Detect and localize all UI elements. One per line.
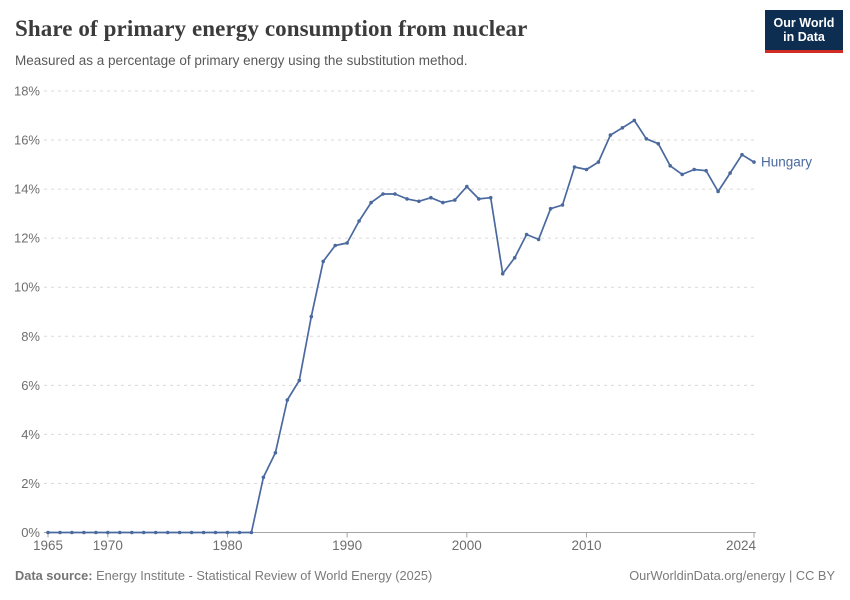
data-point-2010 xyxy=(584,167,589,172)
page-title: Share of primary energy consumption from… xyxy=(15,16,528,41)
data-point-1969 xyxy=(94,530,98,535)
data-point-1973 xyxy=(141,530,146,535)
data-point-1967 xyxy=(70,530,74,535)
data-point-2022 xyxy=(728,171,732,175)
data-point-1983 xyxy=(261,475,266,480)
data-point-1998 xyxy=(441,200,445,205)
data-point-1970 xyxy=(106,530,110,535)
data-point-1989 xyxy=(333,243,338,248)
data-point-2009 xyxy=(572,165,577,169)
data-point-1986 xyxy=(297,378,302,383)
data-point-2003 xyxy=(500,271,505,276)
y-axis-label-0: 0% xyxy=(21,525,40,540)
owid-credit-link[interactable]: OurWorldinData.org/energy | CC BY xyxy=(629,568,835,583)
data-point-1980 xyxy=(225,530,230,535)
y-axis-label-10: 10% xyxy=(14,280,40,295)
data-point-1992 xyxy=(369,200,373,205)
data-point-2008 xyxy=(560,203,565,207)
owid-logo-line1: Our World xyxy=(773,15,835,30)
x-axis-label-1980: 1980 xyxy=(212,538,242,553)
x-axis-label-1990: 1990 xyxy=(332,538,362,553)
data-point-1993 xyxy=(381,192,385,196)
data-point-1984 xyxy=(273,451,278,455)
x-axis-label-2000: 2000 xyxy=(452,538,482,553)
data-point-2020 xyxy=(704,168,708,173)
data-source-text: Energy Institute - Statistical Review of… xyxy=(92,568,433,583)
data-point-1982 xyxy=(249,530,254,535)
data-point-2014 xyxy=(632,118,637,123)
data-point-1994 xyxy=(393,192,397,196)
y-axis-label-4: 4% xyxy=(21,427,40,442)
chart-footer: Data source: Energy Institute - Statisti… xyxy=(15,568,835,583)
data-point-1966 xyxy=(58,530,62,535)
y-axis-label-2: 2% xyxy=(21,476,40,491)
data-point-1977 xyxy=(189,530,194,535)
data-point-1972 xyxy=(130,530,134,535)
data-point-2016 xyxy=(656,141,661,146)
page-subtitle: Measured as a percentage of primary ener… xyxy=(15,53,468,68)
owid-logo-line2: in Data xyxy=(783,30,825,44)
data-point-1968 xyxy=(82,530,86,535)
x-axis-label-2024: 2024 xyxy=(726,538,757,553)
y-axis-label-6: 6% xyxy=(21,378,40,393)
y-axis-label-14: 14% xyxy=(14,182,40,197)
data-source-note: Data source: Energy Institute - Statisti… xyxy=(15,568,432,583)
data-point-2000 xyxy=(465,184,469,189)
data-point-1987 xyxy=(309,314,314,319)
data-point-2002 xyxy=(488,195,493,200)
data-point-2013 xyxy=(620,126,625,130)
data-point-2007 xyxy=(548,206,553,211)
data-point-1990 xyxy=(345,241,349,245)
data-point-2023 xyxy=(740,152,744,157)
data-point-1981 xyxy=(237,530,242,535)
data-point-2006 xyxy=(536,237,541,242)
data-point-2004 xyxy=(512,255,517,260)
data-point-1974 xyxy=(153,530,158,535)
data-point-1976 xyxy=(177,530,182,535)
data-point-1979 xyxy=(213,530,218,535)
y-axis-label-16: 16% xyxy=(14,133,40,148)
data-point-1996 xyxy=(417,199,421,204)
y-axis-label-12: 12% xyxy=(14,231,40,246)
data-point-1995 xyxy=(405,197,409,201)
data-point-1985 xyxy=(285,398,290,402)
data-source-label: Data source: xyxy=(15,568,93,583)
data-point-2005 xyxy=(524,232,529,237)
data-point-2017 xyxy=(668,164,672,168)
data-point-2021 xyxy=(716,189,720,194)
data-point-1997 xyxy=(429,195,433,200)
owid-logo[interactable]: Our World in Data xyxy=(765,10,843,53)
y-axis-label-18: 18% xyxy=(14,83,40,98)
series-label-hungary[interactable]: Hungary xyxy=(761,155,812,170)
x-axis-label-1970: 1970 xyxy=(93,538,123,553)
series-line-hungary xyxy=(47,119,755,534)
data-point-1971 xyxy=(118,530,122,535)
data-point-2019 xyxy=(692,167,696,172)
x-axis-label-1965: 1965 xyxy=(33,538,63,553)
data-point-2024 xyxy=(752,160,756,164)
data-point-2001 xyxy=(477,197,481,201)
data-point-1988 xyxy=(321,259,326,264)
data-point-2011 xyxy=(596,160,601,164)
data-point-1978 xyxy=(201,530,206,535)
data-point-1999 xyxy=(453,198,457,202)
data-point-2012 xyxy=(608,133,613,137)
data-point-1975 xyxy=(165,530,170,535)
data-point-2015 xyxy=(644,137,649,141)
data-point-2018 xyxy=(680,172,684,177)
y-axis-label-8: 8% xyxy=(21,329,40,344)
data-point-1965 xyxy=(46,530,50,535)
x-axis-label-2010: 2010 xyxy=(571,538,601,553)
data-point-1991 xyxy=(357,219,361,223)
